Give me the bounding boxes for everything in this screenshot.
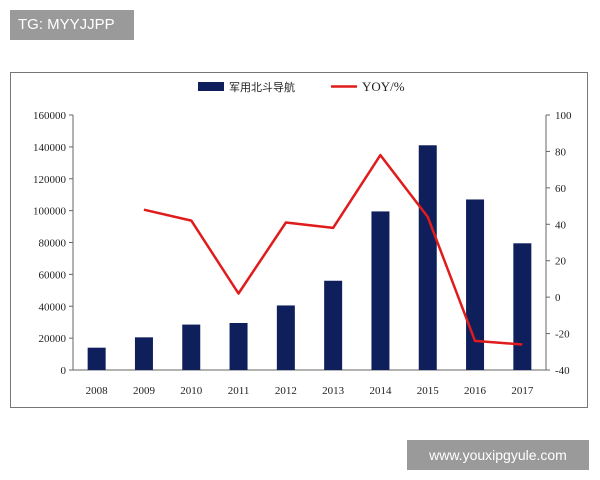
left-tick-label: 80000 xyxy=(39,238,67,250)
right-tick-label: 0 xyxy=(555,292,561,304)
top-watermark-badge: TG: MYYJJPP xyxy=(10,10,134,40)
x-tick-label: 2017 xyxy=(511,385,534,397)
tick-labels: 0 20000 40000 60000 80000 100000 120000 140000 1… xyxy=(33,110,572,397)
x-tick-label: 2013 xyxy=(322,385,345,397)
bar-2017 xyxy=(513,243,532,370)
x-tick-label: 2009 xyxy=(133,385,156,397)
right-tick-label: -40 xyxy=(555,365,570,377)
left-tick-label: 40000 xyxy=(39,301,67,313)
yoy-line xyxy=(143,153,523,346)
right-tick-label: 80 xyxy=(555,146,567,158)
x-tick-label: 2012 xyxy=(275,385,297,397)
bar-2012 xyxy=(276,305,295,370)
right-tick-label: 40 xyxy=(555,219,567,231)
legend: 军用北斗导航 YOY/% xyxy=(198,79,405,94)
legend-bar-swatch xyxy=(198,82,224,91)
chart-frame: 军用北斗导航 YOY/% 0 20000 40000 60000 80000 100000… xyxy=(10,72,588,408)
x-tick-label: 2016 xyxy=(464,385,487,397)
x-tick-label: 2014 xyxy=(369,385,392,397)
bar-2016 xyxy=(466,199,485,370)
bar-2009 xyxy=(134,337,153,370)
bar-2013 xyxy=(324,280,343,370)
bar-2015 xyxy=(418,145,437,370)
combo-chart: 军用北斗导航 YOY/% 0 20000 40000 60000 80000 100000… xyxy=(33,79,572,397)
left-tick-label: 140000 xyxy=(33,142,67,154)
right-tick-label: -20 xyxy=(555,329,570,341)
bar-series xyxy=(87,145,532,370)
bar-2010 xyxy=(182,324,201,370)
left-tick-label: 20000 xyxy=(39,333,67,345)
x-tick-label: 2010 xyxy=(180,385,203,397)
right-tick-label: 60 xyxy=(555,183,567,195)
x-tick-label: 2015 xyxy=(417,385,440,397)
x-tick-label: 2011 xyxy=(228,385,250,397)
left-tick-label: 100000 xyxy=(33,206,67,218)
left-tick-label: 160000 xyxy=(33,110,67,122)
legend-bar-label: 军用北斗导航 xyxy=(229,80,295,94)
left-tick-label: 120000 xyxy=(33,174,67,186)
bottom-watermark-badge: www.youxipgyule.com xyxy=(407,440,589,470)
bar-2011 xyxy=(229,322,248,370)
bar-2008 xyxy=(87,347,106,370)
line-series xyxy=(143,153,523,346)
left-tick-label: 60000 xyxy=(39,269,67,281)
x-tick-label: 2008 xyxy=(86,385,109,397)
right-tick-label: 20 xyxy=(555,256,567,268)
legend-line-label: YOY/% xyxy=(362,79,405,94)
left-tick-label: 0 xyxy=(61,365,67,377)
bar-2014 xyxy=(371,211,390,370)
right-tick-label: 100 xyxy=(555,110,572,122)
